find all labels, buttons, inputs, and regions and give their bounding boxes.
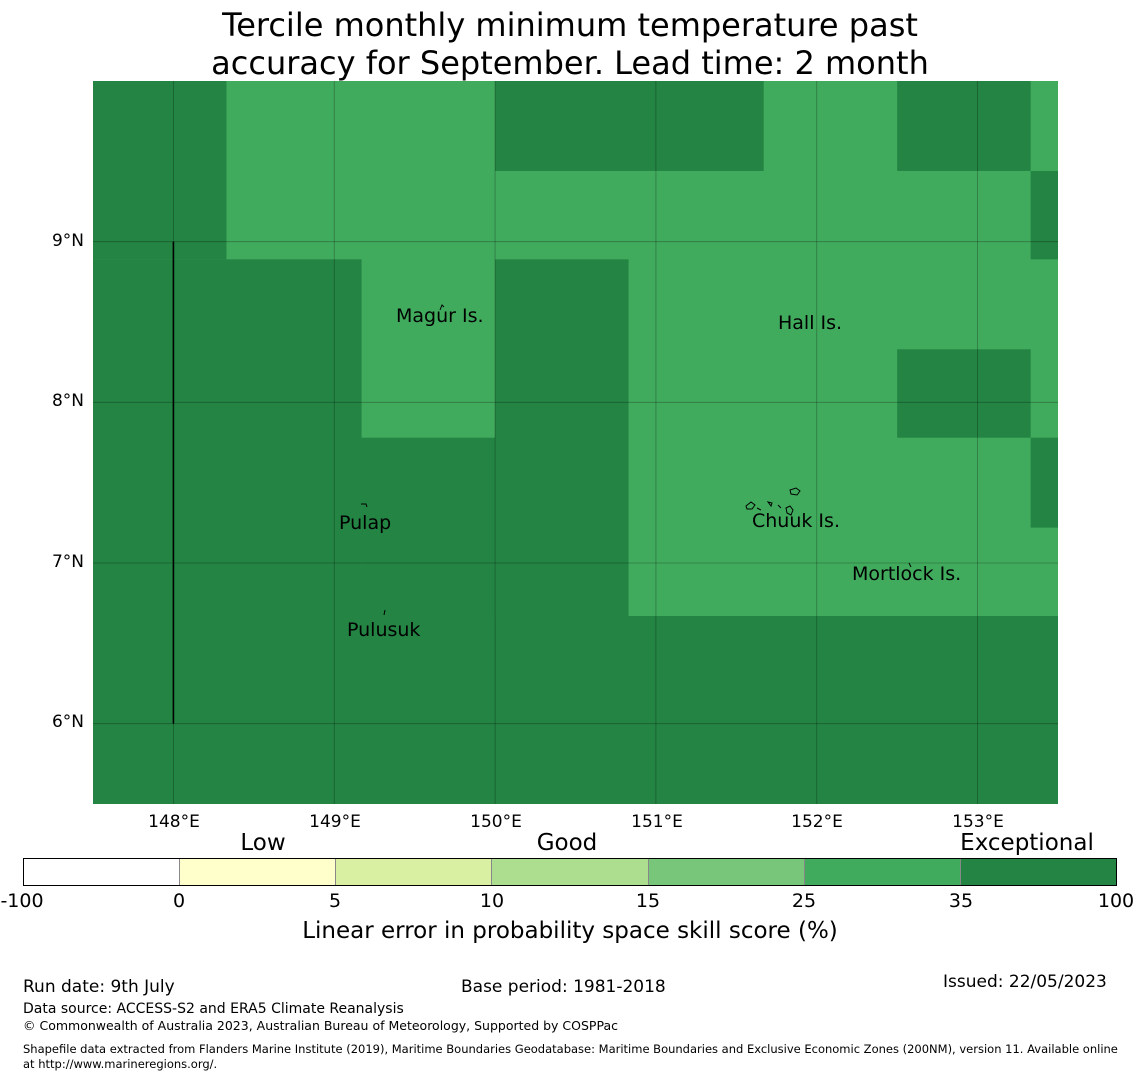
exceptional-skill-cell xyxy=(495,81,764,171)
issued-date: Issued: 22/05/2023 xyxy=(943,972,1107,992)
lon-tick-152e: 152°E xyxy=(791,812,843,832)
colorbar-tick: 100 xyxy=(1097,890,1135,912)
exceptional-skill-cell xyxy=(1030,437,1058,528)
exceptional-skill-cell xyxy=(93,81,227,171)
colorbar-tick: 35 xyxy=(948,890,974,912)
graticule xyxy=(93,81,1058,804)
exceptional-skill-cell xyxy=(361,437,496,617)
exceptional-skill-cell xyxy=(93,259,362,617)
chart-title-line-2: accuracy for September. Lead time: 2 mon… xyxy=(211,44,929,82)
colorbar-segment xyxy=(960,859,1116,885)
lon-tick-148e: 148°E xyxy=(148,812,200,832)
colorbar-tick: 25 xyxy=(791,890,817,912)
exceptional-skill-cell xyxy=(1030,170,1058,260)
colorbar-tick: 0 xyxy=(172,890,186,912)
place-label-pulusuk: Pulusuk xyxy=(347,619,421,641)
exceptional-skill-cell xyxy=(897,349,1031,438)
colorbar xyxy=(23,858,1117,886)
colorbar-segment xyxy=(24,859,181,885)
magur-island-outline xyxy=(439,304,445,311)
legend-category-low: Low xyxy=(240,830,286,856)
colorbar-segment xyxy=(336,859,493,885)
exceptional-skill-cell xyxy=(93,170,227,260)
lon-tick-149e: 149°E xyxy=(309,812,361,832)
exceptional-cells xyxy=(93,81,1058,804)
colorbar-tick: 10 xyxy=(479,890,505,912)
colorbar-tick: -100 xyxy=(0,890,44,912)
exceptional-skill-cell xyxy=(495,259,629,617)
skill-score-map xyxy=(93,81,1058,804)
shapefile-credit: Shapefile data extracted from Flanders M… xyxy=(23,1042,1118,1071)
colorbar-segment xyxy=(804,859,961,885)
lat-tick-6n: 6°N xyxy=(51,712,84,732)
colorbar-segment xyxy=(648,859,805,885)
colorbar-tick: 5 xyxy=(328,890,342,912)
place-label-magur: Magur Is. xyxy=(396,305,484,327)
run-date: Run date: 9th July xyxy=(23,977,175,997)
exceptional-skill-cell xyxy=(897,81,1031,171)
lon-tick-150e: 150°E xyxy=(470,812,522,832)
colorbar-tick: 15 xyxy=(635,890,661,912)
lon-tick-151e: 151°E xyxy=(631,812,683,832)
pulap-island-outline xyxy=(361,503,368,508)
place-label-hall: Hall Is. xyxy=(778,312,843,334)
exceptional-skill-cell xyxy=(93,616,1058,804)
copyright-notice: © Commonwealth of Australia 2023, Austra… xyxy=(23,1018,618,1033)
base-period: Base period: 1981-2018 xyxy=(461,977,666,997)
data-source: Data source: ACCESS-S2 and ERA5 Climate … xyxy=(23,1001,404,1017)
colorbar-label: Linear error in probability space skill … xyxy=(302,918,838,944)
lat-tick-7n: 7°N xyxy=(51,552,84,572)
legend-category-exceptional: Exceptional xyxy=(960,830,1094,856)
place-label-chuuk: Chuuk Is. xyxy=(752,510,840,532)
lat-tick-9n: 9°N xyxy=(51,231,84,251)
place-label-mortlock: Mortlock Is. xyxy=(852,563,962,585)
island-outlines xyxy=(361,304,912,616)
legend-category-good: Good xyxy=(536,830,598,856)
colorbar-segment xyxy=(180,859,337,885)
chart-title-line-1: Tercile monthly minimum temperature past xyxy=(222,6,918,44)
chuuk-lagoon-outline xyxy=(745,487,801,516)
colorbar-segment xyxy=(492,859,649,885)
pulusuk-island-outline xyxy=(383,609,386,616)
mortlock-island-outline xyxy=(908,562,912,568)
place-label-pulap: Pulap xyxy=(339,512,392,534)
lat-tick-8n: 8°N xyxy=(51,391,84,411)
lon-tick-153e: 153°E xyxy=(952,812,1004,832)
